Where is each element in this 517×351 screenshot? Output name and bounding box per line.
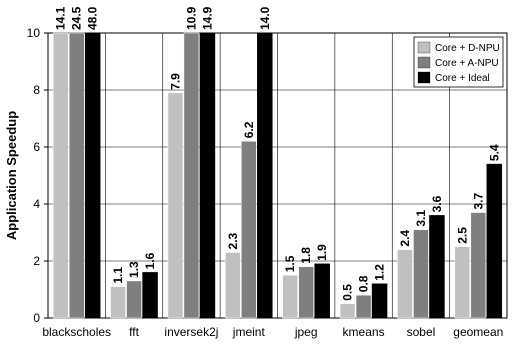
legend-entry: Core + A-NPU <box>435 58 499 69</box>
data-label: 3.1 <box>414 210 428 227</box>
bar <box>282 275 298 319</box>
legend-swatch <box>417 56 431 69</box>
data-label: 48.0 <box>86 6 100 30</box>
legend-swatch <box>417 71 431 84</box>
data-label: 1.3 <box>127 261 141 278</box>
data-label: 3.7 <box>471 193 485 210</box>
bar <box>126 280 142 319</box>
y-tick-label: 4 <box>33 197 40 211</box>
bar <box>429 215 445 319</box>
bar <box>486 163 503 319</box>
data-label: 14.9 <box>200 6 214 30</box>
x-category-label: inversek2j <box>164 325 218 339</box>
data-label: 14.0 <box>258 6 272 30</box>
data-label: 3.6 <box>430 195 444 212</box>
data-label: 2.3 <box>226 232 240 249</box>
bar <box>183 32 200 319</box>
y-tick-label: 10 <box>27 26 41 40</box>
data-label: 1.5 <box>283 255 297 272</box>
y-axis-title: Application Speedup <box>4 111 19 240</box>
x-category-label: sobel <box>407 325 436 339</box>
legend-entry: Core + Ideal <box>435 73 490 84</box>
x-category-label: blackscholes <box>42 325 111 339</box>
bar <box>110 286 126 319</box>
bar <box>413 229 429 319</box>
bar <box>68 32 85 319</box>
bar <box>454 246 471 319</box>
data-label: 10.9 <box>184 6 198 30</box>
bar <box>142 272 158 319</box>
legend-entry: Core + D-NPU <box>435 43 500 54</box>
bar <box>84 32 101 319</box>
x-category-label: fft <box>129 325 139 339</box>
bar <box>371 283 388 319</box>
y-tick-label: 0 <box>33 311 40 325</box>
y-tick-label: 2 <box>33 254 40 268</box>
bar <box>257 32 273 319</box>
data-label: 7.9 <box>168 73 182 90</box>
bar <box>298 266 314 319</box>
data-label: 1.1 <box>111 267 125 284</box>
data-label: 0.5 <box>341 284 355 301</box>
legend-swatch <box>417 41 431 54</box>
bar <box>241 141 257 319</box>
data-label: 1.6 <box>143 252 157 269</box>
data-label: 1.2 <box>373 264 387 281</box>
data-label: 1.9 <box>315 244 329 261</box>
y-tick-label: 6 <box>33 140 40 154</box>
data-label: 2.5 <box>455 227 469 244</box>
bar <box>225 252 241 319</box>
y-tick-label: 8 <box>33 83 40 97</box>
data-label: 2.4 <box>398 230 412 247</box>
data-label: 1.8 <box>299 247 313 264</box>
x-category-label: jmeint <box>232 325 266 339</box>
data-label: 0.8 <box>357 275 371 292</box>
data-label: 5.4 <box>487 144 501 161</box>
x-category-label: jpeg <box>294 325 318 339</box>
bar <box>52 32 69 319</box>
bar <box>397 249 413 319</box>
bar <box>355 294 372 319</box>
data-label: 14.1 <box>54 6 68 30</box>
bar <box>339 303 356 319</box>
data-label: 24.5 <box>70 6 84 30</box>
bar <box>314 263 330 319</box>
x-category-label: geomean <box>453 325 503 339</box>
bar <box>167 92 184 319</box>
bar <box>470 212 487 319</box>
x-category-label: kmeans <box>343 325 385 339</box>
data-label: 6.2 <box>242 121 256 138</box>
bar <box>199 32 216 319</box>
